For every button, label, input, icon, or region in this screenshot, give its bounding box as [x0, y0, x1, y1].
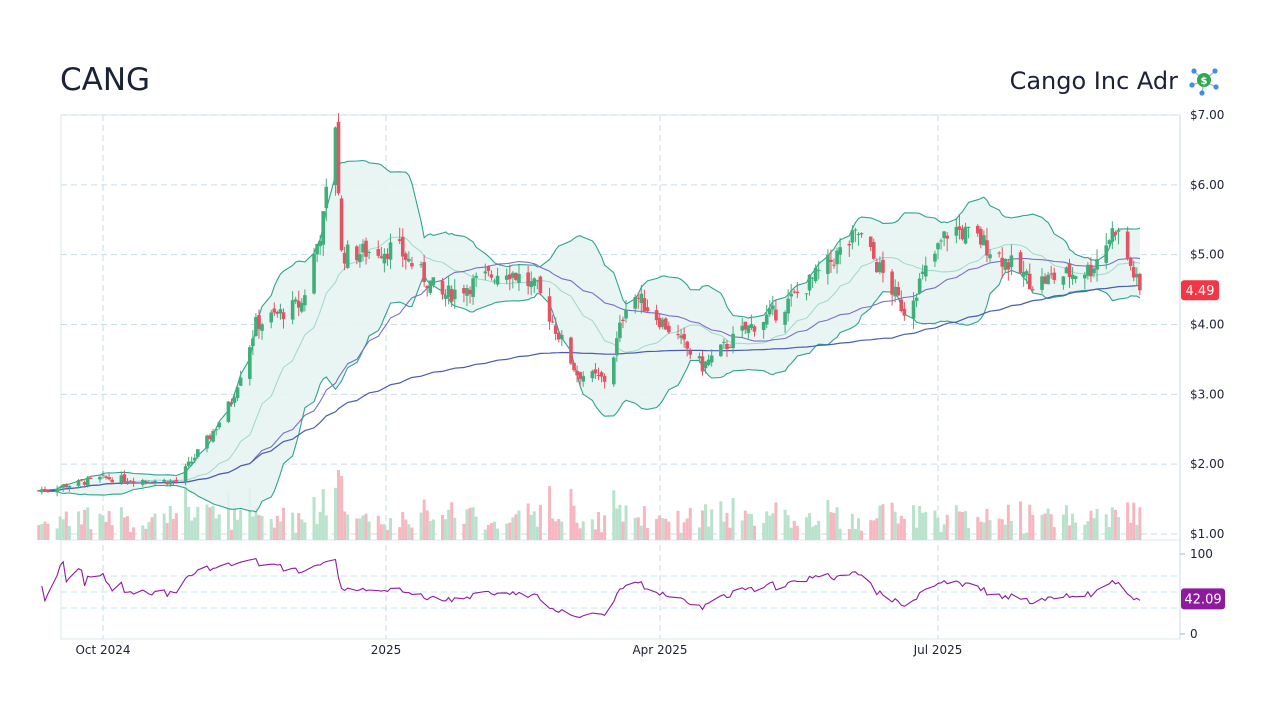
ticker-symbol: CANG	[60, 62, 151, 98]
date-tick: Oct 2024	[75, 643, 130, 657]
moving-averages	[38, 257, 1140, 492]
date-tick: 2025	[371, 643, 402, 657]
last-price-badge	[1181, 280, 1219, 301]
dollar-network-icon: $	[1189, 68, 1219, 96]
rsi-panel	[41, 557, 1141, 618]
candlesticks	[36, 113, 1142, 497]
svg-text:$: $	[1201, 76, 1208, 87]
rsi-value-badge	[1181, 588, 1225, 610]
company-name: Cango Inc Adr	[1009, 67, 1178, 95]
price-tick: $7.00	[1190, 108, 1224, 122]
svg-text:4.49: 4.49	[1186, 284, 1215, 299]
svg-text:42.09: 42.09	[1184, 592, 1221, 607]
price-tick: $1.00	[1190, 527, 1224, 541]
rsi-tick: 100	[1190, 547, 1213, 561]
price-tick: $5.00	[1190, 248, 1224, 262]
bollinger-bands	[38, 159, 1141, 513]
price-tick: $3.00	[1190, 387, 1224, 401]
price-tick: $4.00	[1190, 318, 1224, 332]
date-tick: Jul 2025	[913, 643, 963, 657]
price-tick: $6.00	[1190, 178, 1224, 192]
date-tick: Apr 2025	[632, 643, 687, 657]
price-tick: $2.00	[1190, 457, 1224, 471]
volume-bars	[37, 470, 1142, 540]
rsi-tick: 0	[1190, 627, 1198, 641]
axes: $7.00 $6.00 $5.00 $4.00 $3.00 $2.00 $1.00 100 0 O…	[75, 108, 1225, 657]
